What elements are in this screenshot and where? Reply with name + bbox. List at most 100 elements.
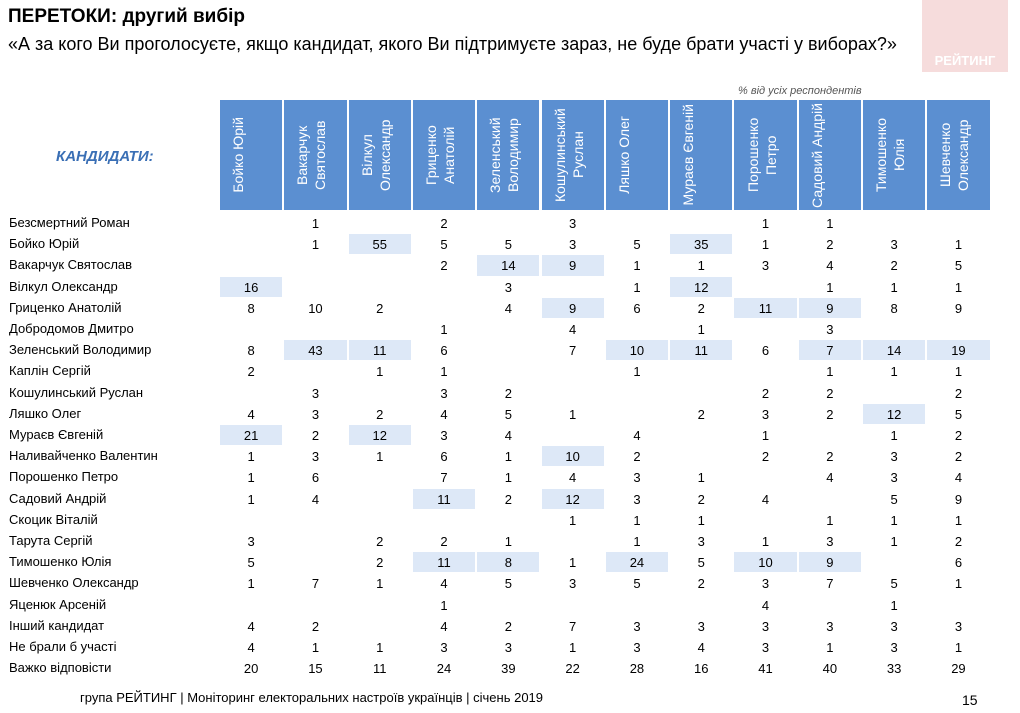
cell: 1 — [569, 555, 577, 571]
cell: 3 — [890, 449, 898, 465]
cell: 2 — [954, 385, 963, 401]
cell: 1 — [504, 449, 512, 465]
cell-empty — [734, 510, 796, 530]
cell-empty — [220, 234, 282, 254]
column-header-text: Гриценко Анатолій — [423, 125, 458, 185]
cell: 3 — [440, 428, 448, 443]
cell: 1 — [569, 640, 577, 655]
cell: 4 — [247, 640, 255, 655]
row-label: Наливайченко Валентин — [9, 448, 158, 464]
cell: 3 — [890, 470, 898, 486]
cell: 11 — [412, 488, 476, 509]
cell: 5 — [633, 576, 641, 592]
cell: 4 — [440, 618, 448, 634]
cell-empty — [349, 510, 411, 530]
column-header: Шевченко Олександр — [927, 100, 990, 210]
cell: 55 — [348, 234, 411, 255]
cell: 8 — [477, 552, 540, 573]
cell-empty — [542, 595, 604, 615]
cell: 4 — [440, 576, 448, 592]
row-label: Добродомов Дмитро — [9, 321, 134, 336]
cell: 4 — [247, 406, 255, 422]
cell: 2 — [376, 300, 384, 316]
cell: 14 — [477, 255, 540, 276]
cell-empty — [349, 213, 411, 233]
cell: 40 — [822, 661, 838, 677]
cell-empty — [670, 446, 732, 466]
cell: 33 — [886, 661, 902, 677]
cell: 3 — [440, 640, 448, 655]
cell-empty — [413, 510, 475, 530]
title: ПЕРЕТОКИ: другий вибір — [8, 6, 245, 27]
cell: 16 — [694, 661, 709, 677]
logo: РЕЙТИНГ — [922, 0, 1008, 72]
cell-empty — [220, 319, 282, 339]
cell: 1 — [826, 640, 834, 655]
cell: 6 — [440, 449, 448, 465]
cell-empty — [670, 361, 732, 381]
cell: 9 — [541, 255, 604, 276]
cell: 1 — [311, 216, 320, 231]
cell: 1 — [954, 237, 963, 253]
row-label: Каплін Сергій — [9, 363, 91, 379]
cell: 3 — [826, 322, 834, 337]
cell: 3 — [504, 279, 512, 295]
row-label: Гриценко Анатолій — [9, 299, 122, 315]
row-label: Вакарчук Святослав — [9, 257, 133, 273]
column-header-text: Шевченко Олександр — [937, 119, 972, 191]
cell-empty — [284, 552, 346, 572]
cell-empty — [284, 510, 346, 530]
cell: 4 — [504, 300, 512, 316]
row-label: Тарута Сергій — [9, 533, 93, 548]
cell: 7 — [569, 343, 577, 359]
cell: 1 — [954, 279, 963, 295]
cell: 5 — [890, 576, 898, 592]
cell: 2 — [311, 618, 320, 634]
cell: 1 — [826, 216, 834, 231]
cell-empty — [284, 531, 346, 551]
cell: 2 — [440, 258, 448, 274]
column-header-text: Мураєв Євгеній — [680, 104, 697, 206]
cell: 2 — [761, 385, 770, 401]
cell: 11 — [670, 340, 733, 361]
cell: 3 — [890, 618, 898, 634]
cell: 5 — [247, 555, 255, 571]
note: % від усіх респондентів — [738, 85, 862, 97]
cell: 1 — [761, 216, 770, 231]
cell: 1 — [633, 279, 641, 295]
cell: 1 — [440, 322, 448, 337]
cell: 2 — [826, 406, 834, 422]
cell: 6 — [954, 555, 963, 571]
cell-empty — [349, 595, 411, 615]
cell: 1 — [761, 534, 770, 549]
cell: 1 — [954, 364, 963, 380]
cell: 41 — [758, 661, 773, 677]
cell-empty — [349, 489, 411, 509]
corner-label: КАНДИДАТИ: — [56, 148, 154, 165]
cell: 4 — [697, 640, 705, 655]
cell: 1 — [376, 364, 384, 380]
cell: 7 — [569, 618, 577, 634]
cell-empty — [863, 319, 925, 339]
cell: 8 — [890, 300, 898, 316]
column-header-text: Порошенко Петро — [744, 117, 779, 193]
cell-empty — [799, 595, 861, 615]
cell: 1 — [504, 534, 512, 549]
cell: 5 — [633, 237, 641, 253]
cell-empty — [670, 425, 732, 445]
cell: 1 — [247, 576, 255, 592]
cell-empty — [799, 489, 861, 509]
cell: 1 — [633, 534, 641, 549]
cell-empty — [734, 277, 796, 297]
cell: 5 — [954, 258, 963, 274]
cell: 15 — [308, 661, 323, 677]
cell: 2 — [697, 300, 705, 316]
cell-empty — [477, 361, 539, 381]
cell: 3 — [954, 618, 963, 634]
column-header: Бойко Юрій — [220, 100, 283, 210]
cell: 3 — [311, 449, 320, 465]
cell: 11 — [734, 297, 797, 318]
cell: 1 — [890, 512, 898, 528]
cell: 2 — [761, 449, 770, 465]
column-header: Зеленський Володимир — [477, 100, 540, 210]
